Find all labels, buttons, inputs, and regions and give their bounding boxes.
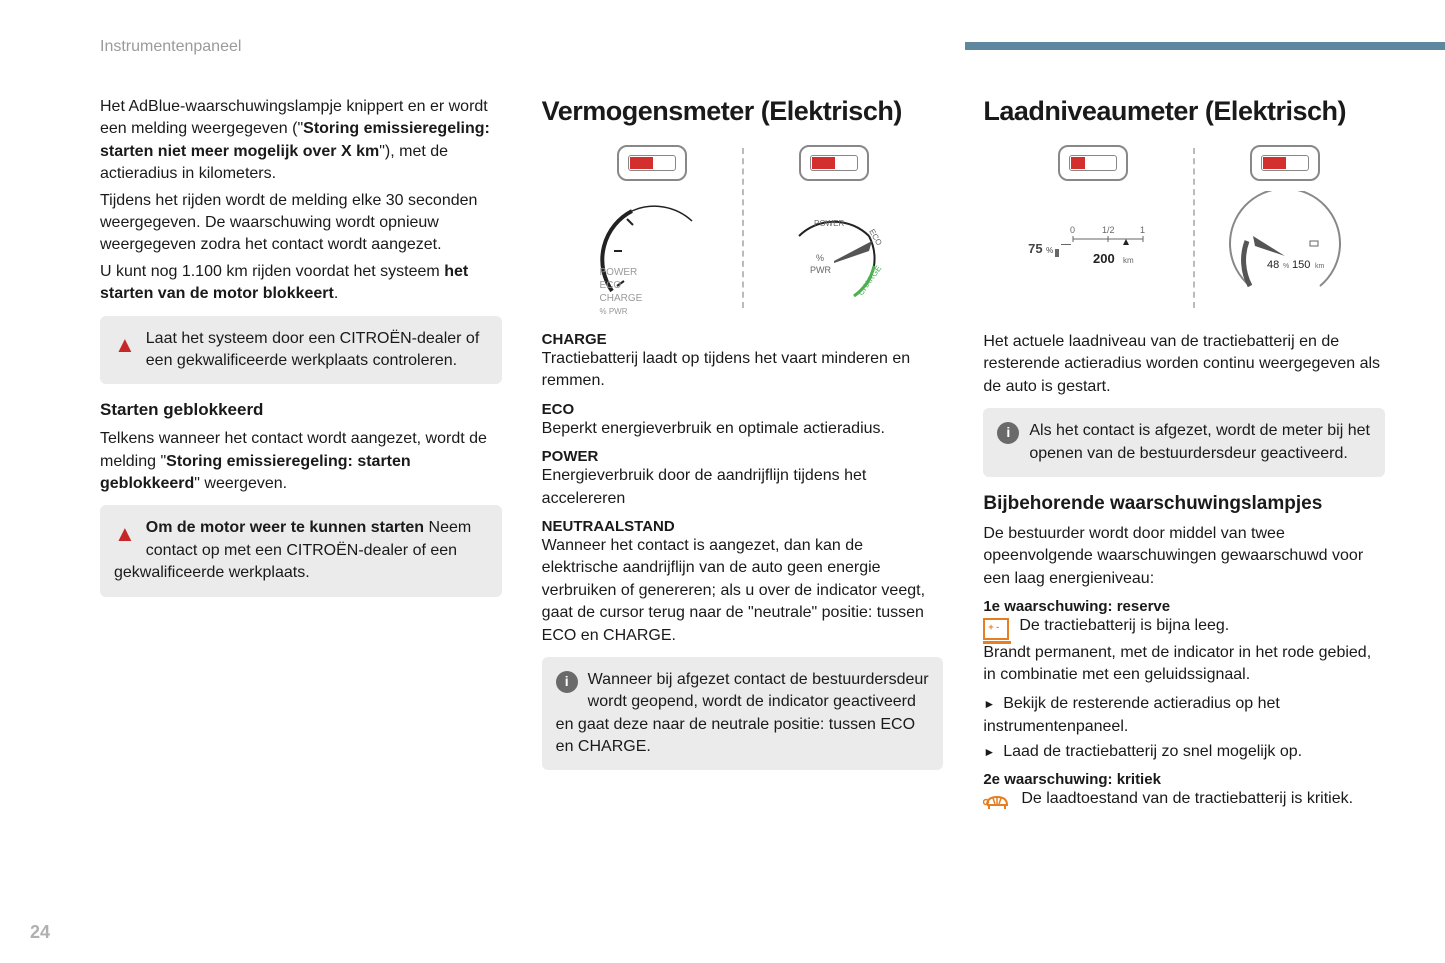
c3-w1b: Brandt permanent, met de indicator in he… xyxy=(983,642,1385,687)
column-1: Het AdBlue-waarschuwingslampje knippert … xyxy=(100,96,502,815)
c3-gauge-2: 48 % 150 km xyxy=(1225,145,1345,311)
c3-info-1: Als het contact is afgezet, wordt de met… xyxy=(983,408,1385,477)
display-frame-icon xyxy=(617,145,687,181)
c1-p3a: U kunt nog 1.100 km rijden voordat het s… xyxy=(100,263,444,280)
c1-p3c: . xyxy=(334,285,338,302)
column-2: Vermogensmeter (Elektrisch) POWER ECO C xyxy=(542,96,944,815)
c3-warn2-block: De laadtoestand van de tractiebatterij i… xyxy=(983,788,1385,814)
turtle-icon xyxy=(983,791,1011,813)
c2-term-eco: ECO xyxy=(542,401,944,418)
column-3: Laadniveaumeter (Elektrisch) 75 % xyxy=(983,96,1385,815)
c2-info-1: Wanneer bij afgezet contact de bestuurde… xyxy=(542,657,944,771)
c3-title: Laadniveaumeter (Elektrisch) xyxy=(983,96,1385,127)
page-number: 24 xyxy=(30,922,50,943)
svg-text:48: 48 xyxy=(1267,259,1279,271)
svg-text:0: 0 xyxy=(1070,225,1075,235)
c2-term-neutral: NEUTRAALSTAND xyxy=(542,518,944,535)
c1-p4c: " weergeven. xyxy=(194,475,287,492)
svg-text:PWR: PWR xyxy=(810,265,831,275)
linear-gauge: 75 % 0 1/2 1 200 km xyxy=(1023,191,1163,311)
c3-warn2-title: 2e waarschuwing: kritiek xyxy=(983,771,1385,788)
svg-text:1/2: 1/2 xyxy=(1102,225,1115,235)
c2-def-charge: Tractiebatterij laadt op tijdens het vaa… xyxy=(542,348,944,393)
c3-gauge-1: 75 % 0 1/2 1 200 km xyxy=(1023,145,1163,311)
g2-power-label: POWER xyxy=(814,219,844,228)
c2-def-eco: Beperkt energieverbruik en optimale acti… xyxy=(542,418,944,440)
battery-low-icon xyxy=(983,618,1009,640)
svg-text:150: 150 xyxy=(1292,259,1310,271)
gauge-divider xyxy=(1193,148,1195,308)
c1-warn2a: Om de motor weer te kunnen starten xyxy=(146,519,424,536)
c2-term-power: POWER xyxy=(542,448,944,465)
svg-text:1: 1 xyxy=(1140,225,1145,235)
gauge-dial-1: POWER ECO CHARGE % PWR xyxy=(592,191,712,311)
c1-warning-2: Om de motor weer te kunnen starten Neem … xyxy=(100,505,502,596)
c2-gauge-row: POWER ECO CHARGE % PWR POWER xyxy=(542,145,944,311)
c1-para4: Telkens wanneer het contact wordt aangez… xyxy=(100,428,502,495)
c2-def-neutral: Wanneer het contact is aangezet, dan kan… xyxy=(542,535,944,647)
c1-warn1-text: Laat het systeem door een CITROËN-dealer… xyxy=(146,330,480,369)
gauge-dial-2: POWER ECO CHARGE % PWR xyxy=(774,191,894,311)
c2-gauge-1: POWER ECO CHARGE % PWR xyxy=(592,145,712,311)
c2-def-power: Energieverbruik door de aandrijflijn tij… xyxy=(542,465,944,510)
c2-gauge-2: POWER ECO CHARGE % PWR xyxy=(774,145,894,311)
c3-info1-text: Als het contact is afgezet, wordt de met… xyxy=(1029,422,1370,461)
svg-text:CHARGE: CHARGE xyxy=(856,264,883,297)
c3-bullet1: Bekijk de resterende actieradius op het … xyxy=(983,693,1385,738)
display-frame-icon xyxy=(1058,145,1128,181)
svg-text:%: % xyxy=(816,253,824,263)
c3-para2: De bestuurder wordt door middel van twee… xyxy=(983,523,1385,590)
header-accent-bar xyxy=(965,42,1445,50)
c1-para2: Tijdens het rijden wordt de melding elke… xyxy=(100,190,502,257)
display-frame-icon xyxy=(799,145,869,181)
gauge-divider xyxy=(742,148,744,308)
c2-term-charge: CHARGE xyxy=(542,331,944,348)
svg-text:200: 200 xyxy=(1093,251,1115,266)
gauge1-labels: POWER ECO CHARGE % PWR xyxy=(600,266,643,317)
svg-text:km: km xyxy=(1123,256,1134,265)
circular-gauge: 48 % 150 km xyxy=(1225,191,1345,311)
svg-text:km: km xyxy=(1315,263,1325,270)
c3-w2a: De laadtoestand van de tractiebatterij i… xyxy=(983,788,1385,810)
c3-warn1-block: De tractiebatterij is bijna leeg. Brandt… xyxy=(983,615,1385,690)
c3-gauge-row: 75 % 0 1/2 1 200 km xyxy=(983,145,1385,311)
c1-para1: Het AdBlue-waarschuwingslampje knippert … xyxy=(100,96,502,186)
c3-bullet2: Laad de tractiebatterij zo snel mogelijk… xyxy=(983,741,1385,763)
c1-heading-blocked: Starten geblokkeerd xyxy=(100,400,502,420)
content-columns: Het AdBlue-waarschuwingslampje knippert … xyxy=(100,96,1385,815)
c1-para3: U kunt nog 1.100 km rijden voordat het s… xyxy=(100,261,502,306)
display-frame-icon xyxy=(1250,145,1320,181)
c2-info1-text: Wanneer bij afgezet contact de bestuurde… xyxy=(556,671,929,755)
svg-text:%: % xyxy=(1283,263,1289,270)
c3-warn1-title: 1e waarschuwing: reserve xyxy=(983,598,1385,615)
c3-para1: Het actuele laadniveau van de tractiebat… xyxy=(983,331,1385,398)
c2-title: Vermogensmeter (Elektrisch) xyxy=(542,96,944,127)
c3-heading-lamps: Bijbehorende waarschuwingslampjes xyxy=(983,493,1385,515)
c3-w1a: De tractiebatterij is bijna leeg. xyxy=(983,615,1385,637)
c1-warning-1: Laat het systeem door een CITROËN-dealer… xyxy=(100,316,502,385)
